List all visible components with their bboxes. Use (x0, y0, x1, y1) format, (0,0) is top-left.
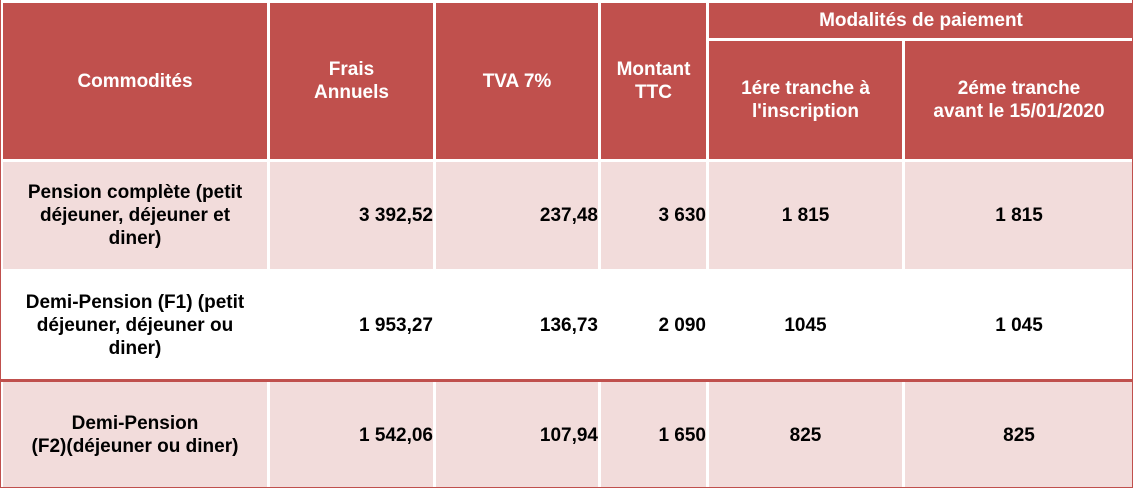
header-montant-line1: Montant (617, 59, 691, 80)
header-frais-line2: Annuels (314, 82, 389, 103)
header-modalites-text: Modalités de paiement (819, 10, 1023, 31)
row-label-line: Pension complète (petit (28, 182, 242, 203)
header-tranche1-line1: 1ére tranche à (741, 78, 870, 99)
row-frais: 1 542,06 (269, 381, 435, 490)
table-row: Pension complète (petit déjeuner, déjeun… (2, 161, 1133, 271)
row-tranche2: 1 045 (904, 271, 1133, 381)
table-row: Demi-Pension (F1) (petit déjeuner, déjeu… (2, 271, 1133, 381)
row-ttc: 3 630 (600, 161, 708, 271)
row-tva: 107,94 (435, 381, 600, 490)
header-commodites: Commodités (2, 2, 269, 161)
row-tva: 136,73 (435, 271, 600, 381)
row-frais: 1 953,27 (269, 271, 435, 381)
header-tranche2-line2: avant le 15/01/2020 (933, 101, 1104, 122)
row-label: Demi-Pension (F1) (petit déjeuner, déjeu… (2, 271, 269, 381)
header-tva-text: TVA 7% (483, 71, 552, 92)
header-tranche2: 2éme tranche avant le 15/01/2020 (904, 40, 1133, 161)
row-label-line: Demi-Pension (72, 413, 199, 434)
header-montant-line2: TTC (635, 82, 672, 103)
header-tranche1-line2: l'inscription (752, 101, 859, 122)
header-tranche1: 1ére tranche à l'inscription (708, 40, 904, 161)
row-tva: 237,48 (435, 161, 600, 271)
header-tva: TVA 7% (435, 2, 600, 161)
row-label: Pension complète (petit déjeuner, déjeun… (2, 161, 269, 271)
header-commodites-text: Commodités (77, 71, 192, 92)
row-label-line: déjeuner, déjeuner et (40, 205, 230, 226)
header-montant-ttc: Montant TTC (600, 2, 708, 161)
row-label-line: Demi-Pension (F1) (petit (26, 292, 245, 313)
row-label-line: (F2)(déjeuner ou diner) (32, 436, 239, 457)
row-label-line: déjeuner, déjeuner ou (37, 315, 233, 336)
row-label-line: diner) (109, 228, 162, 249)
header-tranche2-line1: 2éme tranche (958, 78, 1081, 99)
row-tranche1: 1045 (708, 271, 904, 381)
row-ttc: 2 090 (600, 271, 708, 381)
row-frais: 3 392,52 (269, 161, 435, 271)
header-frais-line1: Frais (329, 59, 374, 80)
row-label-line: diner) (109, 338, 162, 359)
row-tranche2: 1 815 (904, 161, 1133, 271)
row-tranche1: 825 (708, 381, 904, 490)
header-modalites: Modalités de paiement (708, 2, 1133, 40)
row-label: Demi-Pension (F2)(déjeuner ou diner) (2, 381, 269, 490)
row-ttc: 1 650 (600, 381, 708, 490)
row-tranche2: 825 (904, 381, 1133, 490)
row-tranche1: 1 815 (708, 161, 904, 271)
table-row: Demi-Pension (F2)(déjeuner ou diner) 1 5… (2, 381, 1133, 490)
header-frais-annuels: Frais Annuels (269, 2, 435, 161)
